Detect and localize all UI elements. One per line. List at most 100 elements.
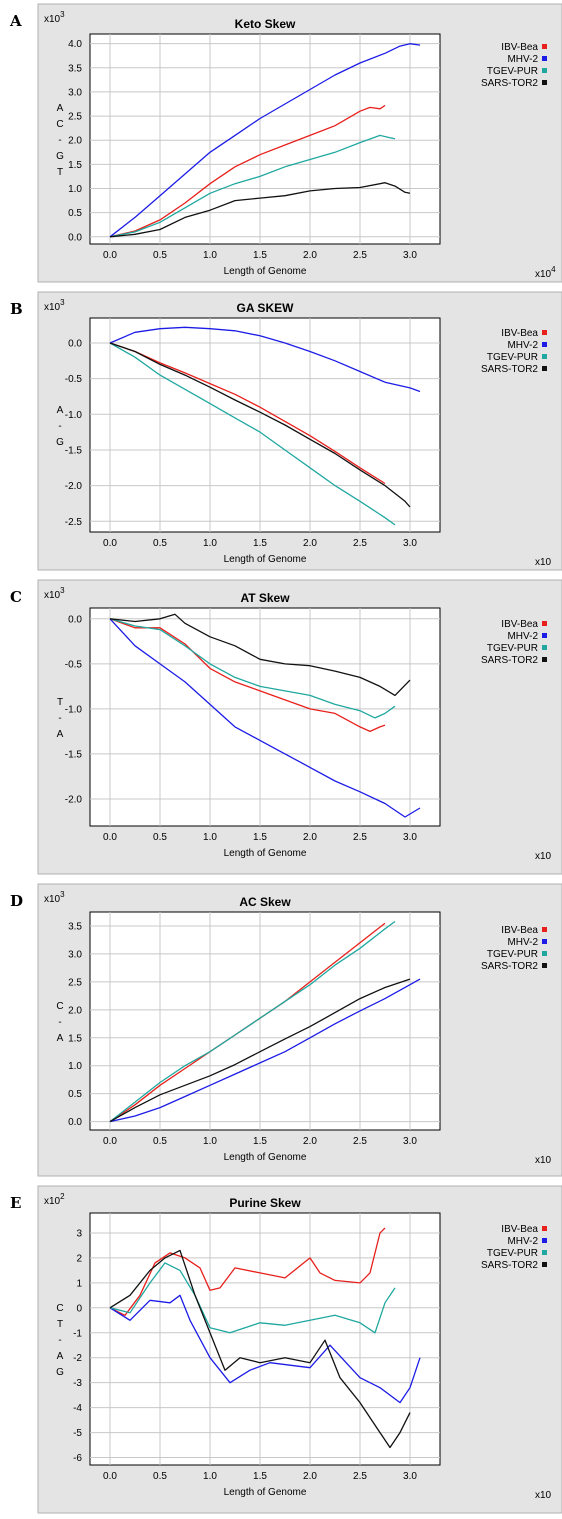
y-tick-label: -0.5: [65, 374, 83, 385]
y-tick-label: 3.5: [68, 63, 82, 74]
x-tick-label: 1.5: [253, 832, 267, 843]
series-line-sars-tor2: [109, 978, 411, 1123]
panel-letter: E: [10, 1194, 21, 1212]
legend-label: IBV-Bea: [501, 1224, 538, 1235]
y-tick-label: -2.5: [65, 517, 83, 528]
series-line-mhv-2: [109, 43, 421, 238]
y-axis-label-char: A: [57, 1033, 64, 1044]
panel-letter: C: [10, 588, 22, 606]
legend-label: IBV-Bea: [501, 925, 538, 936]
y-tick-label: -3: [73, 1378, 82, 1389]
legend-swatch: [542, 330, 547, 335]
legend-swatch: [542, 354, 547, 359]
legend-label: IBV-Bea: [501, 619, 538, 630]
plot-area: [89, 33, 441, 245]
x-multiplier: x10: [535, 851, 552, 862]
y-tick-label: 3: [76, 1228, 82, 1239]
plot-area: [89, 1212, 441, 1466]
x-tick-label: 3.0: [403, 832, 417, 843]
series-line-ibv-bea: [109, 342, 386, 485]
x-tick-label: 3.0: [403, 538, 417, 549]
series-line-tgev-pur: [109, 618, 396, 719]
series-line-tgev-pur: [109, 134, 396, 238]
series-line-tgev-pur: [109, 1262, 396, 1334]
y-axis-label-char: A: [57, 729, 64, 740]
series-line-ibv-bea: [109, 618, 386, 733]
y-axis-label-char: -: [58, 1017, 61, 1028]
x-tick-label: 2.5: [353, 1471, 367, 1482]
legend-label: MHV-2: [507, 937, 538, 948]
x-tick-label: 0.5: [153, 538, 167, 549]
y-tick-label: -1.5: [65, 749, 83, 760]
x-axis-label: Length of Genome: [224, 1487, 307, 1498]
y-tick-label: 3.5: [68, 921, 82, 932]
y-tick-label: 2: [76, 1253, 82, 1264]
y-tick-label: 2.5: [68, 112, 82, 123]
x-tick-label: 0.0: [103, 1471, 117, 1482]
legend-label: SARS-TOR2: [481, 655, 538, 666]
y-axis-label-char: A: [57, 405, 64, 416]
x-tick-label: 3.0: [403, 1471, 417, 1482]
legend-swatch: [542, 1238, 547, 1243]
x-axis-label: Length of Genome: [224, 554, 307, 565]
x-multiplier: x10: [535, 1155, 552, 1166]
y-tick-label: -2.0: [65, 794, 83, 805]
x-tick-label: 2.0: [303, 1471, 317, 1482]
y-multiplier: x103: [44, 10, 65, 25]
x-tick-label: 2.0: [303, 538, 317, 549]
legend-label: MHV-2: [507, 1236, 538, 1247]
x-tick-label: 0.0: [103, 250, 117, 261]
legend-swatch: [542, 621, 547, 626]
y-tick-label: -1.0: [65, 410, 83, 421]
y-tick-label: -4: [73, 1403, 82, 1414]
legend-label: TGEV-PUR: [487, 1248, 538, 1259]
y-tick-label: 1.5: [68, 1033, 82, 1044]
chart-title: AT Skew: [240, 591, 290, 605]
y-tick-label: 0.5: [68, 208, 82, 219]
x-tick-label: 1.0: [203, 1136, 217, 1147]
legend-label: MHV-2: [507, 631, 538, 642]
y-tick-label: 1.5: [68, 160, 82, 171]
y-tick-label: -1: [73, 1328, 82, 1339]
x-tick-label: 3.0: [403, 250, 417, 261]
legend-swatch: [542, 56, 547, 61]
legend-swatch: [542, 68, 547, 73]
y-axis-label-char: C: [56, 1001, 63, 1012]
legend-swatch: [542, 645, 547, 650]
series-line-ibv-bea: [109, 104, 386, 238]
x-tick-label: 2.0: [303, 1136, 317, 1147]
y-axis-label-char: G: [56, 437, 64, 448]
y-tick-label: 3.0: [68, 87, 82, 98]
legend-swatch: [542, 657, 547, 662]
y-tick-label: 2.0: [68, 1005, 82, 1016]
y-axis-label-char: -: [58, 421, 61, 432]
legend-label: IBV-Bea: [501, 328, 538, 339]
x-tick-label: 0.5: [153, 1471, 167, 1482]
y-axis-label-char: A: [57, 1351, 64, 1362]
panel-c: C AT Skew x103 x10 0.0 0.5 1.0 1.5 2.0 2.5 3.0 0.0 -…: [10, 579, 562, 875]
x-tick-label: 0.5: [153, 1136, 167, 1147]
x-tick-label: 0.0: [103, 538, 117, 549]
y-tick-label: 0.5: [68, 1089, 82, 1100]
legend-swatch: [542, 366, 547, 371]
series-line-mhv-2: [109, 978, 421, 1123]
legend-swatch: [542, 1250, 547, 1255]
plot-area: [89, 317, 441, 533]
y-tick-label: -1.0: [65, 704, 83, 715]
x-multiplier: x10: [535, 1490, 552, 1501]
y-axis-label-char: T: [57, 167, 63, 178]
x-tick-label: 1.0: [203, 538, 217, 549]
y-axis-label-char: -: [58, 135, 61, 146]
legend-label: SARS-TOR2: [481, 1260, 538, 1271]
y-multiplier: x103: [44, 586, 65, 601]
legend-label: SARS-TOR2: [481, 364, 538, 375]
panel-a: A Keto Skew x103 x104 0.0 0.5 1.0 1.5 2.0 2.5 3.0 0…: [9, 3, 562, 283]
y-axis-label-char: C: [56, 119, 63, 130]
legend-label: MHV-2: [507, 54, 538, 65]
chart-title: Purine Skew: [229, 1196, 301, 1210]
chart-title: GA SKEW: [237, 301, 295, 315]
plot-area: [89, 911, 441, 1131]
y-axis-label-char: G: [56, 1367, 64, 1378]
y-tick-label: -0.5: [65, 659, 83, 670]
x-tick-label: 1.0: [203, 1471, 217, 1482]
